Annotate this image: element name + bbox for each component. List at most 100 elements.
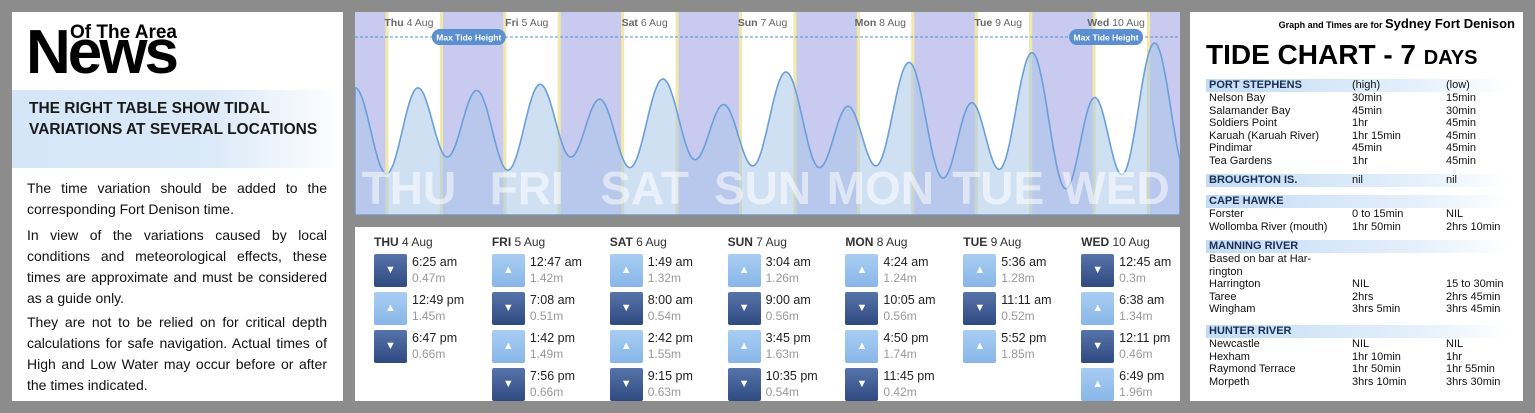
tide-height: 1.55m: [647, 347, 682, 361]
tide-time: 7:08 am: [529, 293, 576, 307]
high-tide-button[interactable]: ▲: [963, 330, 997, 363]
offset-low: 3hrs 30min: [1446, 375, 1501, 388]
offset-high: 3hrs 10min: [1352, 375, 1407, 388]
low-tide-button[interactable]: ▼: [845, 368, 879, 401]
tide-entry: ▲ 2:42 pm 1.55m: [609, 328, 720, 366]
offset-location: Pindimar: [1209, 142, 1253, 154]
tide-height: 1.96m: [1119, 385, 1153, 399]
offset-section: BROUGHTON IS. nil nil: [1206, 174, 1508, 187]
offset-low: 1hr: [1446, 350, 1462, 363]
offset-section: HUNTER RIVER Newcastle NIL NIL Hexham 1hr 10m…: [1206, 325, 1508, 388]
offset-location: Newcastle: [1209, 338, 1260, 350]
arrow-up-icon: ▲: [856, 340, 868, 352]
tide-time: 3:45 pm: [765, 331, 811, 345]
table-day-column: SAT 6 Aug ▲ 1:49 am 1.32m ▼ 8:00 am 0.54m ▲ 2:42…: [609, 232, 720, 404]
graph-day-dow: Thu: [384, 17, 406, 29]
arrow-up-icon: ▲: [738, 340, 750, 352]
tide-entry: ▼ 11:45 pm 0.42m: [845, 366, 955, 404]
offset-row: Based on bar at Har-: [1206, 253, 1508, 266]
high-tide-button[interactable]: ▲: [1081, 368, 1115, 401]
offset-location: Wollomba River (mouth): [1209, 220, 1328, 233]
arrow-up-icon: ▲: [974, 340, 986, 352]
tide-height: 1.45m: [412, 309, 446, 323]
tide-entry: ▼ 7:56 pm 0.66m: [491, 366, 602, 404]
tide-height: 1.24m: [883, 271, 917, 285]
tide-entry: ▲ 12:49 pm 1.45m: [374, 290, 484, 328]
tide-height: 0.66m: [529, 385, 564, 399]
high-tide-button[interactable]: ▲: [727, 330, 761, 363]
offset-row: Karuah (Karuah River) 1hr 15min 45min: [1206, 130, 1508, 143]
tide-entry: ▼ 9:15 pm 0.63m: [609, 366, 720, 404]
title-sep: - 7: [1375, 39, 1424, 70]
offset-location: Wingham: [1209, 303, 1256, 315]
tide-time: 12:11 pm: [1119, 331, 1171, 345]
low-tide-button[interactable]: ▼: [609, 292, 643, 325]
sunset-marker: [439, 12, 443, 215]
tide-time: 7:56 pm: [529, 369, 576, 383]
arrow-down-icon: ▼: [1092, 264, 1104, 276]
low-tide-button[interactable]: ▼: [491, 292, 525, 325]
low-tide-button[interactable]: ▼: [374, 330, 407, 363]
tide-time: 6:49 pm: [1119, 369, 1165, 383]
tide-time: 10:05 am: [883, 293, 936, 307]
high-tide-button[interactable]: ▲: [845, 254, 879, 287]
high-tide-button[interactable]: ▲: [1081, 292, 1115, 325]
offset-high: 1hr 10min: [1352, 350, 1401, 363]
tide-entry: ▼ 10:35 pm 0.54m: [727, 366, 838, 404]
graph-day-header: Sun 7 Aug: [738, 17, 788, 29]
table-day-header: WED 10 Aug: [1081, 232, 1191, 252]
offset-low: 15min: [1446, 92, 1476, 104]
tide-entry: ▲ 12:47 am 1.42m: [491, 252, 602, 290]
tide-height: 1.28m: [1001, 271, 1035, 285]
arrow-down-icon: ▼: [502, 378, 514, 390]
high-tide-button[interactable]: ▲: [491, 254, 525, 287]
offset-row: Nelson Bay 30min 15min: [1206, 92, 1508, 105]
table-day-header: TUE 9 Aug: [963, 232, 1073, 252]
section-low-label: nil: [1446, 174, 1458, 186]
high-tide-button[interactable]: ▲: [374, 292, 407, 325]
graph-day-dow: Sun: [738, 17, 761, 29]
offset-location: Harrington: [1209, 278, 1261, 290]
low-tide-button[interactable]: ▼: [727, 292, 761, 325]
tide-height: 1.49m: [529, 347, 564, 361]
table-day-dow: THU: [374, 235, 399, 249]
graph-day-watermark: THU: [362, 162, 457, 214]
high-tide-button[interactable]: ▲: [727, 254, 761, 287]
low-tide-button[interactable]: ▼: [845, 292, 879, 325]
low-tide-button[interactable]: ▼: [1081, 254, 1115, 287]
tide-chart-title: TIDE CHART - 7 DAYS: [1206, 39, 1478, 71]
tide-entry: ▼ 6:47 pm 0.66m: [374, 328, 484, 366]
low-tide-button[interactable]: ▼: [609, 368, 643, 401]
tide-height: 1.63m: [765, 347, 799, 361]
graph-day-date: 8 Aug: [879, 17, 906, 29]
table-day-date: 8 Aug: [873, 235, 908, 249]
offset-low: 45min: [1446, 142, 1476, 154]
offset-location: Morpeth: [1209, 375, 1250, 388]
tide-time: 6:47 pm: [412, 331, 458, 345]
low-tide-button[interactable]: ▼: [727, 368, 761, 401]
high-tide-button[interactable]: ▲: [609, 330, 643, 363]
high-tide-button[interactable]: ▲: [609, 254, 643, 287]
tide-time: 1:49 am: [647, 255, 693, 269]
table-day-header: SUN 7 Aug: [728, 232, 838, 252]
tide-curve: [355, 42, 1180, 215]
tide-height: 0.47m: [412, 271, 446, 285]
high-tide-button[interactable]: ▲: [963, 254, 997, 287]
offset-high: 45min: [1352, 142, 1382, 154]
tide-entry: ▼ 10:05 am 0.56m: [845, 290, 955, 328]
tide-time: 6:25 am: [412, 255, 458, 269]
table-day-dow: WED: [1081, 235, 1110, 249]
low-tide-button[interactable]: ▼: [1081, 330, 1115, 363]
arrow-up-icon: ▲: [502, 264, 514, 276]
offset-location: rington: [1209, 265, 1243, 278]
low-tide-button[interactable]: ▼: [374, 254, 407, 287]
high-tide-button[interactable]: ▲: [845, 330, 879, 363]
low-tide-button[interactable]: ▼: [963, 292, 997, 325]
tide-time: 4:24 am: [883, 255, 929, 269]
offset-row: Tea Gardens 1hr 45min: [1206, 155, 1508, 168]
section-name: PORT STEPHENS: [1209, 79, 1302, 91]
offset-high: 1hr: [1352, 154, 1368, 167]
high-tide-button[interactable]: ▲: [491, 330, 525, 363]
low-tide-button[interactable]: ▼: [491, 368, 525, 401]
table-day-column: FRI 5 Aug ▲ 12:47 am 1.42m ▼ 7:08 am 0.51m ▲ 1:4…: [491, 232, 602, 404]
